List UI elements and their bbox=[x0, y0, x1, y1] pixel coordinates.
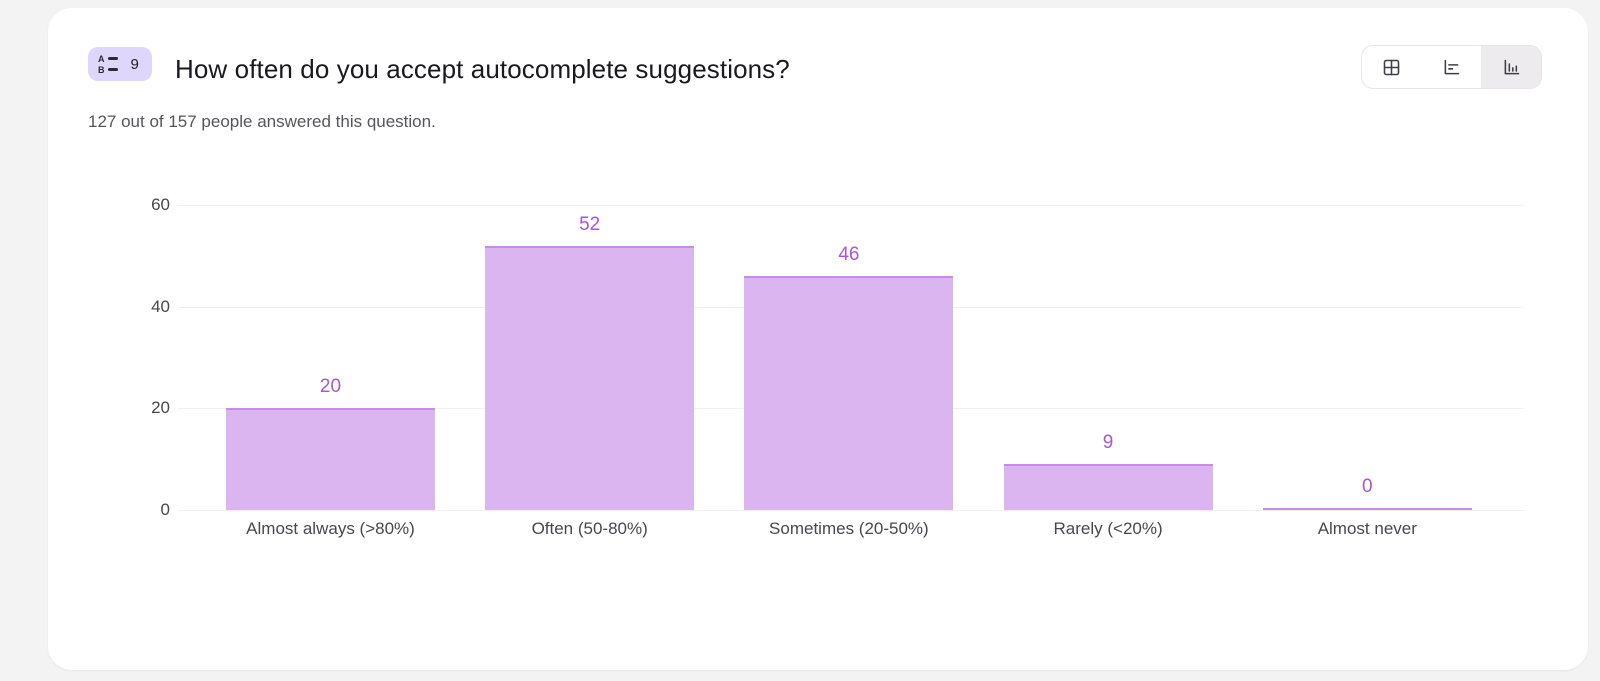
bar-1[interactable] bbox=[226, 408, 435, 510]
x-axis-category-label: Often (50-80%) bbox=[531, 519, 648, 538]
bar-3[interactable] bbox=[744, 276, 954, 510]
x-axis-category-label: Almost never bbox=[1317, 519, 1417, 538]
view-toggle bbox=[1361, 45, 1542, 89]
gridline-60 bbox=[178, 205, 1524, 206]
x-axis-category-label: Sometimes (20-50%) bbox=[769, 519, 929, 538]
question-title: How often do you accept autocomplete sug… bbox=[175, 54, 790, 84]
table-icon bbox=[1384, 59, 1400, 75]
bar-value-label: 9 bbox=[1102, 432, 1114, 453]
gridline-0 bbox=[178, 510, 1524, 511]
y-axis-tick-60: 60 bbox=[151, 195, 170, 214]
bar-5[interactable] bbox=[1262, 508, 1472, 510]
bar-4[interactable] bbox=[1003, 464, 1213, 510]
x-axis-category-label: Rarely (<20%) bbox=[1053, 519, 1163, 538]
table-view-button[interactable] bbox=[1362, 46, 1422, 88]
y-axis-tick-20: 20 bbox=[151, 398, 170, 418]
bar-value-label: 0 bbox=[1362, 476, 1373, 497]
question-number-badge: A B 9 bbox=[88, 47, 152, 81]
horizontal-bar-view-button[interactable] bbox=[1422, 46, 1482, 88]
bar-chart-vertical-icon bbox=[1504, 59, 1519, 74]
x-axis-category-label: Almost always (>80%) bbox=[246, 519, 415, 538]
survey-question-card: A B 9 How often do you accept autocomple… bbox=[48, 8, 1588, 670]
multiple-choice-icon: A B bbox=[98, 54, 118, 74]
bar-chart: 0 20 40 60 20 Almost always (>80%) 52 Often (50… bbox=[48, 8, 1588, 670]
question-number: 9 bbox=[130, 55, 139, 73]
bar-chart-horizontal-icon bbox=[1444, 59, 1460, 74]
bar-value-label: 20 bbox=[319, 376, 342, 397]
vertical-bar-view-button[interactable] bbox=[1481, 46, 1541, 88]
response-count-text: 127 out of 157 people answered this ques… bbox=[88, 112, 436, 131]
bar-value-label: 52 bbox=[579, 214, 601, 235]
y-axis-tick-0: 0 bbox=[160, 500, 170, 519]
bar-value-label: 46 bbox=[838, 244, 860, 265]
y-axis-tick-40: 40 bbox=[151, 296, 170, 316]
bar-2[interactable] bbox=[485, 246, 695, 510]
